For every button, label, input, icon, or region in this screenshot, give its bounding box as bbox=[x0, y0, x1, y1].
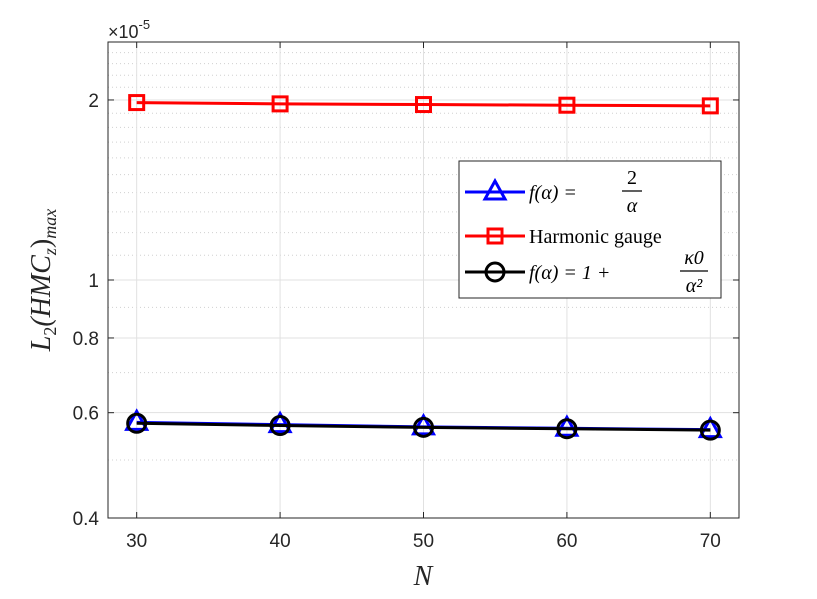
legend-label-0-den: α bbox=[627, 195, 638, 217]
legend-label-0-lhs: f(α) = bbox=[529, 182, 577, 204]
legend-label-2-lhs: f(α) = 1 + bbox=[529, 262, 610, 284]
y-label-body: (HMC bbox=[26, 255, 57, 327]
y-tick-label-2: 0.8 bbox=[73, 329, 99, 350]
svg-text:f(α) =: f(α) = bbox=[529, 182, 577, 204]
y-label-close: ) bbox=[26, 239, 57, 248]
svg-text:L2(HMCz)max: L2(HMCz)max bbox=[26, 209, 60, 352]
y-axis-label: L2(HMCz)max bbox=[26, 209, 60, 352]
y-tick-label-3: 1 bbox=[88, 271, 99, 292]
x-tick-label-0: 30 bbox=[126, 531, 147, 552]
svg-text:×10-5: ×10-5 bbox=[108, 17, 150, 42]
series-2-point-3 bbox=[556, 418, 578, 440]
y-multiplier: ×10-5 bbox=[108, 17, 150, 42]
y-label-sub3: max bbox=[40, 209, 60, 239]
legend-label-2-den: α² bbox=[686, 275, 703, 297]
x-tick-label-2: 50 bbox=[413, 531, 434, 552]
legend: f(α) = 2 α Harmonic gauge f(α) = 1 + κ0 … bbox=[458, 160, 722, 299]
series-0-point-3 bbox=[554, 414, 580, 437]
y-multiplier-base: ×10 bbox=[108, 22, 139, 42]
series-1-point-1 bbox=[271, 95, 289, 113]
legend-item-2: f(α) = 1 + κ0 α² bbox=[465, 247, 708, 297]
y-tick-label-0: 0.4 bbox=[73, 509, 100, 530]
svg-text:f(α) = 1 +: f(α) = 1 + bbox=[529, 262, 610, 284]
series-0-point-4 bbox=[697, 415, 723, 439]
x-axis-label: N bbox=[413, 561, 434, 592]
series-line-2 bbox=[136, 421, 711, 432]
series-1 bbox=[128, 94, 719, 115]
series-2-point-1 bbox=[269, 415, 291, 437]
legend-label-2-num: κ0 bbox=[684, 247, 704, 269]
series-1-point-0 bbox=[128, 94, 146, 112]
y-multiplier-exponent: -5 bbox=[139, 17, 151, 32]
x-tick-label-3: 60 bbox=[556, 531, 577, 552]
legend-item-1: Harmonic gauge bbox=[465, 226, 662, 248]
series-2-point-2 bbox=[413, 416, 434, 438]
legend-marker-0 bbox=[482, 177, 508, 201]
series-line-1 bbox=[136, 101, 711, 108]
series-1-point-4 bbox=[701, 97, 719, 115]
legend-marker-2 bbox=[484, 261, 506, 283]
series-2-point-0 bbox=[126, 412, 148, 434]
series-2 bbox=[126, 412, 721, 441]
series-1-point-2 bbox=[415, 96, 432, 114]
legend-label-1: Harmonic gauge bbox=[529, 226, 662, 248]
series-0-point-1 bbox=[267, 410, 293, 434]
series-layer bbox=[124, 94, 723, 441]
series-0-point-0 bbox=[124, 408, 150, 431]
series-1-point-3 bbox=[558, 96, 576, 114]
series-2-point-4 bbox=[699, 419, 721, 441]
x-tick-label-4: 70 bbox=[700, 531, 721, 552]
legend-label-0-num: 2 bbox=[627, 167, 637, 189]
y-label-base: L bbox=[26, 336, 57, 353]
y-label-sub: 2 bbox=[40, 327, 60, 336]
series-0-point-2 bbox=[410, 412, 437, 436]
ticks: 0.4 0.6 0.8 1 2 30 40 50 60 70 bbox=[73, 42, 739, 552]
x-tick-label-1: 40 bbox=[270, 531, 291, 552]
y-tick-label-1: 0.6 bbox=[73, 404, 99, 425]
legend-marker-1 bbox=[486, 227, 504, 245]
legend-item-0: f(α) = 2 α bbox=[465, 167, 642, 217]
y-label-sub2: z bbox=[40, 248, 60, 256]
y-tick-label-4: 2 bbox=[88, 91, 99, 112]
